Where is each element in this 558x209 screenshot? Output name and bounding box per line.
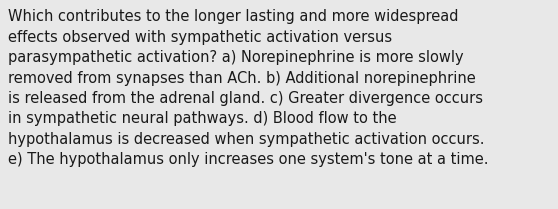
Text: Which contributes to the longer lasting and more widespread
effects observed wit: Which contributes to the longer lasting … xyxy=(8,9,489,167)
